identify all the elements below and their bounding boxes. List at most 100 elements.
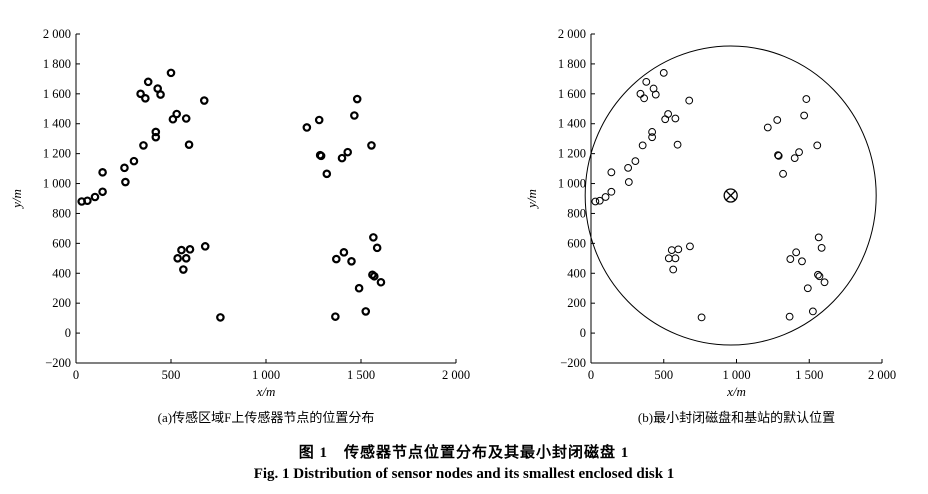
- sensor-node-point: [314, 115, 324, 125]
- figure-caption-cn: 图 1 传感器节点位置分布及其最小封闭磁盘 1: [298, 445, 630, 461]
- y-tick-label: 0: [65, 326, 71, 340]
- sensor-node-point: [795, 148, 803, 157]
- sensor-node-point: [802, 95, 811, 103]
- sensor-node-point: [90, 192, 100, 202]
- sensor-node-point: [216, 313, 225, 322]
- y-tick-label: −200: [560, 356, 586, 370]
- sensor-node-point: [331, 254, 341, 264]
- sensor-node-point: [347, 257, 356, 266]
- sensor-node-point: [648, 133, 657, 142]
- sensor-node-point: [156, 90, 165, 99]
- y-tick-label: 600: [567, 236, 586, 250]
- sensor-node-point: [686, 242, 694, 251]
- sensor-node-point: [369, 271, 379, 281]
- panel-subtitle: (a)传感区域F上传感器节点的位置分布: [158, 410, 375, 425]
- sensor-node-point: [372, 243, 382, 253]
- sensor-node-point: [636, 89, 645, 98]
- x-tick-label: 1 000: [252, 368, 280, 382]
- sensor-node-point: [199, 96, 209, 105]
- sensor-node-point: [354, 283, 364, 293]
- sensor-node-point: [779, 169, 787, 178]
- panel-subtitle: (b)最小封闭磁盘和基站的默认位置: [638, 410, 835, 425]
- sensor-node-point: [638, 141, 647, 150]
- sensor-node-point: [151, 127, 161, 137]
- sensor-node-point: [595, 196, 604, 205]
- x-axis-label: x/m: [256, 384, 276, 399]
- y-tick-label: 1 600: [43, 87, 71, 101]
- sensor-node-point: [331, 312, 340, 321]
- sensor-node-point: [181, 114, 191, 123]
- sensor-node-point: [350, 111, 359, 120]
- sensor-node-point: [671, 254, 680, 263]
- sensor-node-point: [674, 245, 683, 254]
- y-tick-label: 2 000: [558, 27, 586, 41]
- y-tick-label: 1 400: [43, 117, 71, 131]
- x-tick-label: 0: [73, 368, 79, 382]
- x-tick-label: 500: [162, 368, 181, 382]
- x-tick-label: 1 500: [795, 368, 823, 382]
- y-tick-label: 800: [52, 206, 71, 220]
- x-tick-label: 2 000: [868, 368, 896, 382]
- sensor-node-point: [790, 154, 799, 163]
- sensor-node-point: [302, 123, 312, 132]
- sensor-node-point: [631, 157, 640, 166]
- sensor-node-point: [607, 168, 616, 177]
- sensor-node-point: [369, 233, 378, 242]
- sensor-node-point: [352, 94, 362, 104]
- y-tick-label: 800: [567, 206, 586, 220]
- sensor-node-point: [651, 90, 660, 99]
- sensor-node-point: [798, 257, 806, 266]
- x-tick-label: 0: [588, 368, 594, 382]
- sensor-node-point: [814, 233, 823, 242]
- sensor-node-point: [607, 187, 616, 196]
- y-tick-label: 400: [52, 266, 71, 280]
- sensor-node-point: [141, 94, 150, 103]
- sensor-node-point: [120, 163, 129, 173]
- sensor-node-point: [659, 68, 668, 77]
- sensor-node-point: [624, 163, 633, 172]
- sensor-node-point: [129, 156, 139, 166]
- sensor-node-point: [184, 140, 194, 149]
- y-tick-label: 600: [52, 236, 71, 250]
- sensor-node-point: [339, 248, 349, 257]
- sensor-node-point: [785, 312, 794, 321]
- sensor-node-point: [774, 151, 783, 160]
- sensor-node-point: [642, 77, 651, 86]
- sensor-node-point: [98, 168, 107, 177]
- sensor-node-point: [591, 197, 600, 206]
- y-axis-label: y/m: [9, 189, 24, 210]
- sensor-node-point: [322, 169, 332, 179]
- sensor-node-point: [685, 96, 694, 105]
- sensor-node-point: [143, 77, 153, 87]
- sensor-node-point: [361, 307, 371, 316]
- sensor-node-point: [808, 307, 817, 316]
- smallest-enclosing-disk: [584, 45, 877, 346]
- sensor-node-point: [181, 254, 191, 263]
- y-tick-label: 1 800: [43, 57, 71, 71]
- sensor-node-point: [376, 277, 386, 287]
- sensor-node-point: [179, 265, 188, 274]
- x-tick-label: 500: [654, 368, 673, 382]
- sensor-node-point: [669, 265, 678, 274]
- sensor-node-point: [800, 111, 809, 120]
- sensor-node-point: [640, 94, 649, 103]
- sensor-node-point: [813, 141, 822, 150]
- figure-caption-en: Fig. 1 Distribution of sensor nodes and …: [253, 466, 675, 482]
- sensor-node-point: [786, 255, 795, 263]
- sensor-node-point: [792, 248, 801, 257]
- x-tick-label: 2 000: [442, 368, 470, 382]
- sensor-node-point: [136, 89, 145, 99]
- sensor-node-point: [98, 187, 107, 197]
- sensor-node-point: [664, 254, 673, 263]
- sensor-node-point: [820, 278, 829, 287]
- y-tick-label: 0: [580, 326, 586, 340]
- y-tick-label: 200: [52, 296, 71, 310]
- y-tick-label: 1 200: [43, 147, 71, 161]
- sensor-node-point: [151, 132, 161, 142]
- sensor-node-point: [648, 128, 657, 136]
- sensor-node-point: [664, 110, 673, 118]
- y-tick-label: 1 600: [558, 87, 586, 101]
- sensor-node-point: [185, 245, 195, 254]
- sensor-node-point: [200, 242, 210, 251]
